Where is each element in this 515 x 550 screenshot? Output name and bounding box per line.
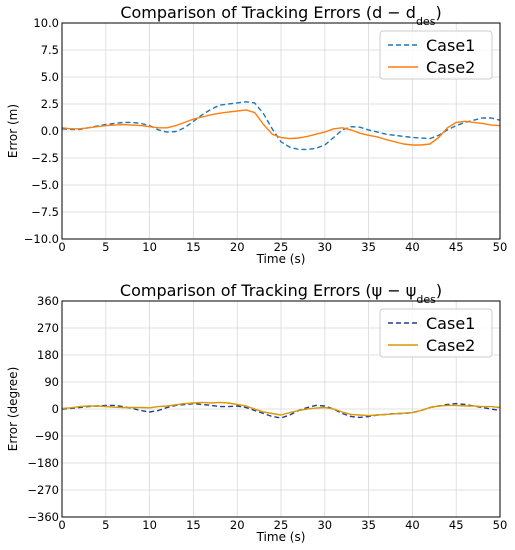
legend-label-case2: Case2 (426, 336, 475, 355)
chart-title-main: Comparison of Tracking Errors (ψ − ψ (120, 281, 416, 300)
legend: Case1 Case2 (379, 30, 493, 80)
y-tick-label: 10.0 (33, 16, 59, 30)
y-tick-label: 270 (37, 321, 59, 335)
series-line-case2 (61, 109, 501, 146)
series-group (61, 101, 501, 151)
plot-frame (61, 22, 501, 240)
chart-title: Comparison of Tracking Errors (ψ − ψdes) (120, 281, 442, 306)
x-tick-label: 30 (317, 240, 332, 254)
x-tick-label: 15 (186, 518, 201, 532)
x-tick-label: 50 (493, 240, 508, 254)
y-tick-label: −10.0 (24, 232, 59, 246)
series-group (61, 401, 501, 419)
chart-title-sub: des (416, 293, 436, 306)
heading-error-chart: 0 5 10 15 20 25 30 35 40 45 50 −360 −270 −180 −90 0 90 1… (6, 281, 507, 544)
x-axis-label: Time (s) (256, 530, 306, 544)
x-tick-label: 20 (230, 240, 245, 254)
x-tick-label: 0 (58, 240, 65, 254)
y-axis-label: Error (m) (6, 104, 20, 158)
x-tick-labels: 0 5 10 15 20 25 30 35 40 45 50 (58, 240, 507, 254)
x-tick-label: 45 (449, 240, 464, 254)
y-tick-label: −180 (27, 456, 59, 470)
chart-title-close: ) (435, 3, 441, 22)
y-tick-labels: −360 −270 −180 −90 0 90 180 270 360 (27, 294, 59, 524)
series-line-case1 (61, 402, 501, 419)
y-tick-label: 0.0 (41, 124, 59, 138)
x-tick-labels: 0 5 10 15 20 25 30 35 40 45 50 (58, 518, 507, 532)
y-tick-labels: −10.0 −7.5 −5.0 −2.5 0.0 2.5 5.0 7.5 10.0 (24, 16, 59, 246)
x-tick-label: 10 (142, 240, 157, 254)
chart-title-sub: des (416, 15, 436, 28)
x-tick-label: 40 (405, 240, 420, 254)
legend-label-case1: Case1 (426, 36, 475, 55)
x-tick-label: 30 (317, 518, 332, 532)
plot-frame (61, 300, 501, 518)
y-tick-label: 7.5 (41, 43, 59, 57)
y-tick-label: −5.0 (31, 178, 59, 192)
x-tick-label: 5 (102, 518, 109, 532)
x-tick-label: 35 (361, 518, 376, 532)
x-tick-label: 15 (186, 240, 201, 254)
y-tick-label: 2.5 (41, 97, 59, 111)
y-tick-label: −2.5 (31, 151, 59, 165)
x-tick-label: 50 (493, 518, 508, 532)
y-tick-label: −360 (27, 510, 59, 524)
distance-error-chart: 0 5 10 15 20 25 30 35 40 45 50 −10.0 −7.5 −5.0 −2.5 0.… (6, 3, 507, 266)
y-tick-label: −270 (27, 483, 59, 497)
y-tick-label: 90 (44, 375, 59, 389)
x-tick-label: 40 (405, 518, 420, 532)
legend-label-case2: Case2 (426, 58, 475, 77)
legend-label-case1: Case1 (426, 314, 475, 333)
x-tick-label: 5 (102, 240, 109, 254)
chart-title-main: Comparison of Tracking Errors (d − d (120, 3, 416, 22)
chart-title-close: ) (436, 281, 442, 300)
y-tick-label: 180 (37, 348, 59, 362)
x-tick-label: 10 (142, 518, 157, 532)
x-tick-label: 45 (449, 518, 464, 532)
x-tick-label: 25 (274, 518, 289, 532)
x-tick-label: 20 (230, 518, 245, 532)
series-line-case2 (61, 401, 501, 417)
y-tick-label: 0 (52, 402, 59, 416)
chart-title: Comparison of Tracking Errors (d − ddes) (120, 3, 441, 28)
y-tick-label: 360 (37, 294, 59, 308)
legend: Case1 Case2 (379, 308, 493, 358)
y-tick-label: −7.5 (31, 205, 59, 219)
x-axis-label: Time (s) (256, 252, 306, 266)
y-tick-label: −90 (35, 429, 59, 443)
y-tick-label: 5.0 (41, 70, 59, 84)
x-tick-label: 0 (58, 518, 65, 532)
x-tick-label: 35 (361, 240, 376, 254)
y-axis-label: Error (degree) (6, 367, 20, 451)
series-line-case1 (61, 101, 501, 151)
x-tick-label: 25 (274, 240, 289, 254)
